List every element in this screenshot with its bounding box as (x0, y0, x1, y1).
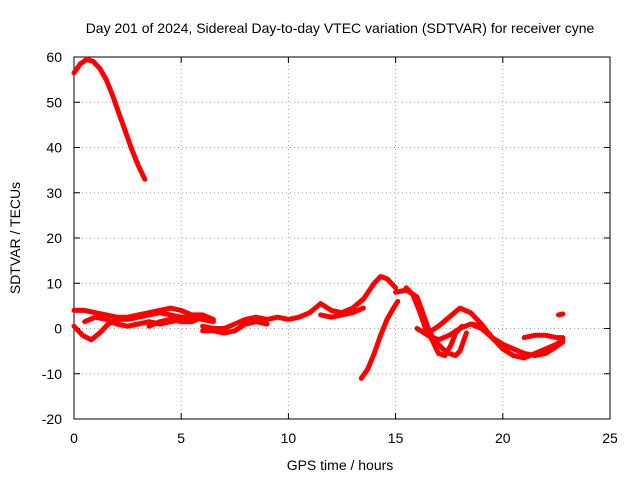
series-traces (71, 56, 566, 381)
y-tick-label: 20 (46, 230, 62, 246)
y-tick-label: 50 (46, 94, 62, 110)
series-line-pass-end (521, 332, 566, 341)
series-line-pass-mid-low (200, 319, 270, 336)
y-tick-label: -10 (42, 366, 62, 382)
series-line-pass-late-e (468, 321, 566, 359)
chart-title: Day 201 of 2024, Sidereal Day-to-day VTE… (86, 20, 595, 36)
x-tick-label: 5 (177, 430, 185, 446)
y-tick-label: 60 (46, 49, 62, 65)
x-tick-label: 20 (495, 430, 511, 446)
y-tick-label: 10 (46, 275, 62, 291)
series-line-pass-mid (200, 274, 399, 331)
y-tick-label: 40 (46, 140, 62, 156)
series-line-pass-late-b (403, 285, 465, 359)
series-line-pass-b (71, 310, 206, 343)
series-line-pass-blip (556, 311, 566, 318)
y-tick-label: 30 (46, 185, 62, 201)
y-tick-label: -20 (42, 411, 62, 427)
x-tick-label: 10 (281, 430, 297, 446)
x-tick-label: 15 (388, 430, 404, 446)
y-axis-label: SDTVAR / TECUs (7, 182, 23, 294)
grid-lines (74, 57, 610, 419)
series-line-pass-f (318, 305, 366, 320)
series-line-pass-rise (358, 298, 401, 381)
x-tick-labels: 0 5 10 15 20 25 (70, 430, 618, 446)
y-tick-labels: -20 -10 0 10 20 30 40 50 60 (42, 49, 62, 427)
series-line-pass-late-a (393, 287, 469, 359)
series-line-pass-d (146, 314, 206, 329)
x-axis-label: GPS time / hours (287, 457, 394, 473)
series-line-pass-early-high (71, 56, 148, 182)
x-tick-label: 0 (70, 430, 78, 446)
y-tick-label: 0 (54, 321, 62, 337)
series-line-pass-c (82, 314, 216, 329)
x-tick-label: 25 (602, 430, 618, 446)
